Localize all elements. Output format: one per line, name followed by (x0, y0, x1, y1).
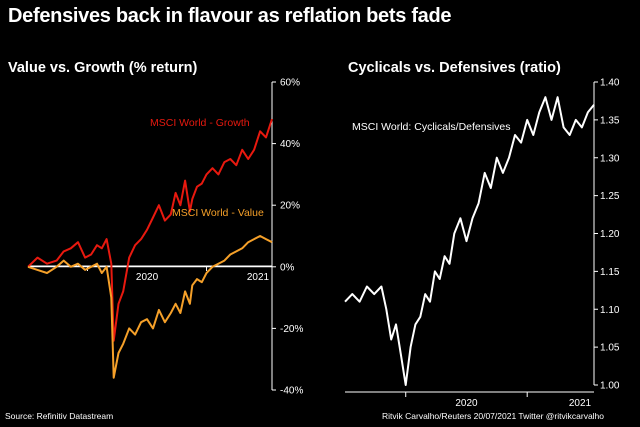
right-x-tick-label: 2021 (569, 398, 592, 409)
right-x-tick-label: 2020 (455, 398, 478, 409)
right-series-line-1 (344, 96, 595, 386)
left-y-tick-label: -20% (280, 324, 303, 335)
left-x-tick-label: 2020 (136, 272, 159, 283)
source-note: Source: Refinitiv Datastream (5, 411, 114, 421)
left-x-tick-label: 2021 (247, 272, 270, 283)
right-y-tick-label: 1.25 (600, 191, 620, 202)
left-series-label-2: MSCI World - Value (172, 207, 264, 219)
right-y-tick-label: 1.10 (600, 305, 620, 316)
right-y-tick-label: 1.20 (600, 229, 620, 240)
left-y-tick-label: 60% (280, 78, 300, 89)
page-title: Defensives back in flavour as reflation … (8, 5, 452, 27)
left-series-label-1: MSCI World - Growth (150, 117, 250, 129)
right-y-tick-label: 1.05 (600, 343, 620, 354)
left-series-line-2 (27, 235, 273, 379)
credit-note: Ritvik Carvalho/Reuters 20/07/2021 Twitt… (382, 411, 605, 421)
left-y-tick-label: -40% (280, 386, 303, 397)
right-chart-title: Cyclicals vs. Defensives (ratio) (348, 60, 561, 76)
left-chart-title: Value vs. Growth (% return) (8, 60, 198, 76)
right-y-tick-label: 1.35 (600, 115, 620, 126)
right-y-tick-label: 1.30 (600, 153, 620, 164)
right-y-tick-label: 1.15 (600, 267, 620, 278)
right-series-label-1: MSCI World: Cyclicals/Defensives (352, 121, 511, 133)
left-y-tick-label: 20% (280, 201, 300, 212)
right-y-tick-label: 1.00 (600, 381, 620, 392)
left-y-tick-label: 40% (280, 139, 300, 150)
left-series-line-1 (27, 118, 273, 342)
right-y-tick-label: 1.40 (600, 78, 620, 89)
left-y-tick-label: 0% (280, 262, 295, 273)
